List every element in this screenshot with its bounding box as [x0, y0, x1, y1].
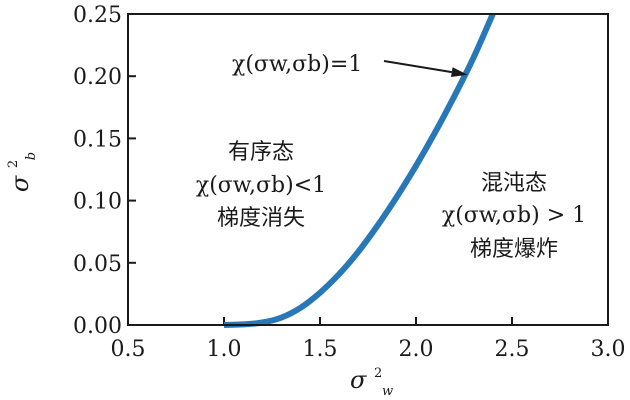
x-axis-title: σ 2 w — [350, 355, 393, 399]
plot-frame — [127, 13, 609, 326]
x-axis-ticks: 0.5 1.0 1.5 2.0 2.5 3.0 — [111, 317, 626, 362]
y-tick-label: 0.20 — [73, 65, 122, 90]
x-tick-label: 2.5 — [495, 337, 530, 362]
x-axis-title-base: σ — [350, 366, 367, 394]
ordered-region-condition: χ(σw,σb)<1 — [196, 173, 326, 198]
chaos-region-title: 混沌态 — [481, 171, 547, 196]
chaos-region-condition: χ(σw,σb) > 1 — [442, 203, 586, 228]
y-axis-title-sup: 2 — [6, 160, 21, 168]
x-tick-label: 1.5 — [303, 337, 338, 362]
y-axis-ticks: 0.00 0.05 0.10 0.15 0.20 0.25 — [73, 3, 136, 339]
annotation-arrowhead — [451, 67, 468, 78]
y-tick-label: 0.10 — [73, 190, 122, 215]
series-line — [223, 12, 496, 328]
y-axis-title-base: σ — [6, 175, 34, 192]
chaos-region-label: 混沌态 χ(σw,σb) > 1 梯度爆炸 — [442, 171, 586, 262]
y-tick-label: 0.15 — [73, 127, 122, 152]
y-tick-label: 0.05 — [73, 252, 122, 277]
ordered-region-gradient: 梯度消失 — [217, 206, 305, 231]
x-axis-title-sub: w — [382, 384, 393, 399]
curve-annotation: χ(σw,σb)=1 — [232, 52, 362, 77]
x-tick-label: 2.0 — [399, 337, 434, 362]
annotation-arrow — [383, 60, 452, 74]
x-tick-label: 0.5 — [111, 337, 146, 362]
ordered-region-label: 有序态 χ(σw,σb)<1 梯度消失 — [196, 140, 326, 231]
ordered-region-title: 有序态 — [228, 140, 294, 165]
x-axis-title-sup: 2 — [374, 366, 382, 381]
y-tick-label: 0.25 — [73, 3, 122, 28]
x-tick-label: 1.0 — [207, 337, 242, 362]
x-tick-label: 3.0 — [591, 337, 626, 362]
chaos-region-gradient: 梯度爆炸 — [470, 237, 558, 262]
y-tick-label: 0.00 — [73, 314, 122, 339]
y-axis-title: σ 2 b — [0, 152, 39, 192]
y-axis-title-sub: b — [24, 152, 39, 160]
